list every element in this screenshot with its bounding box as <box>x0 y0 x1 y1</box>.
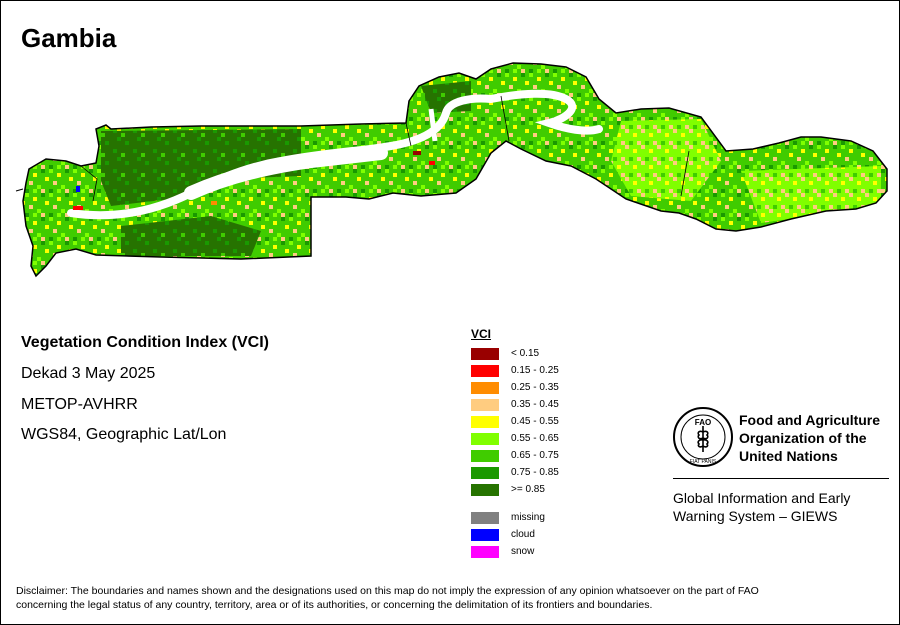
legend-item: 0.55 - 0.65 <box>471 430 559 447</box>
legend-label: 0.25 - 0.35 <box>511 382 559 393</box>
legend-item: 0.75 - 0.85 <box>471 464 559 481</box>
legend-label: 0.65 - 0.75 <box>511 450 559 461</box>
legend-item: 0.65 - 0.75 <box>471 447 559 464</box>
legend-label: missing <box>511 512 545 523</box>
legend-swatch <box>471 449 499 462</box>
disclaimer-line: concerning the legal status of any count… <box>16 599 653 611</box>
legend-label: >= 0.85 <box>511 484 545 495</box>
org-name-line: Organization of the <box>739 430 867 446</box>
dekad-date: Dekad 3 May 2025 <box>21 365 156 382</box>
organization-name: Food and Agriculture Organization of the… <box>739 411 889 465</box>
legend-label: 0.75 - 0.85 <box>511 467 559 478</box>
district-boundary <box>680 150 690 197</box>
legend-item: missing <box>471 509 559 526</box>
fao-logo-icon: FAO FIAT PANIS <box>673 407 733 467</box>
projection: WGS84, Geographic Lat/Lon <box>21 426 227 443</box>
legend-swatch <box>471 432 499 445</box>
district-boundary <box>80 165 98 202</box>
legend-label: cloud <box>511 529 535 540</box>
legend-label: 0.35 - 0.45 <box>511 399 559 410</box>
district-boundary <box>500 95 510 142</box>
legend-item: 0.25 - 0.35 <box>471 379 559 396</box>
legend-label: < 0.15 <box>511 348 540 359</box>
legend-swatch <box>471 347 499 360</box>
legend-swatch <box>471 466 499 479</box>
giews-label: Global Information and Early Warning Sys… <box>673 489 889 525</box>
legend-item: 0.45 - 0.55 <box>471 413 559 430</box>
map-title: Gambia <box>21 23 117 53</box>
legend-swatch <box>471 528 499 541</box>
legend-item: snow <box>471 543 559 560</box>
legend-swatch <box>471 398 499 411</box>
district-boundary <box>405 122 412 147</box>
legend-title: VCI <box>471 327 492 341</box>
legend-swatch <box>471 483 499 496</box>
giews-line: Warning System – GIEWS <box>673 508 838 524</box>
coastline-mark <box>15 188 24 192</box>
giews-line: Global Information and Early <box>673 490 851 506</box>
legend-item: >= 0.85 <box>471 481 559 498</box>
disclaimer-line: Disclaimer: The boundaries and names sho… <box>16 585 759 597</box>
fao-logo-text: FAO <box>695 418 711 427</box>
divider <box>673 478 889 479</box>
index-name: Vegetation Condition Index (VCI) <box>21 334 269 351</box>
legend-item: cloud <box>471 526 559 543</box>
legend-swatch <box>471 381 499 394</box>
legend-item: 0.35 - 0.45 <box>471 396 559 413</box>
legend-item: 0.15 - 0.25 <box>471 362 559 379</box>
legend-label: 0.15 - 0.25 <box>511 365 559 376</box>
legend-swatch <box>471 545 499 558</box>
org-name-line: United Nations <box>739 448 838 464</box>
legend-swatch <box>471 511 499 524</box>
sensor-name: METOP-AVHRR <box>21 396 138 413</box>
legend-item: < 0.15 <box>471 345 559 362</box>
country-border <box>22 62 888 278</box>
legend-label: snow <box>511 546 535 557</box>
legend-label: 0.45 - 0.55 <box>511 416 559 427</box>
vci-legend: VCI < 0.15 0.15 - 0.25 0.25 - 0.35 0.35 - 0… <box>471 327 559 560</box>
legend-label: 0.55 - 0.65 <box>511 433 559 444</box>
disclaimer: Disclaimer: The boundaries and names sho… <box>16 584 886 612</box>
vci-map <box>15 62 888 278</box>
org-name-line: Food and Agriculture <box>739 412 881 428</box>
fao-logo-motto: FIAT PANIS <box>690 459 717 465</box>
legend-swatch <box>471 364 499 377</box>
legend-swatch <box>471 415 499 428</box>
